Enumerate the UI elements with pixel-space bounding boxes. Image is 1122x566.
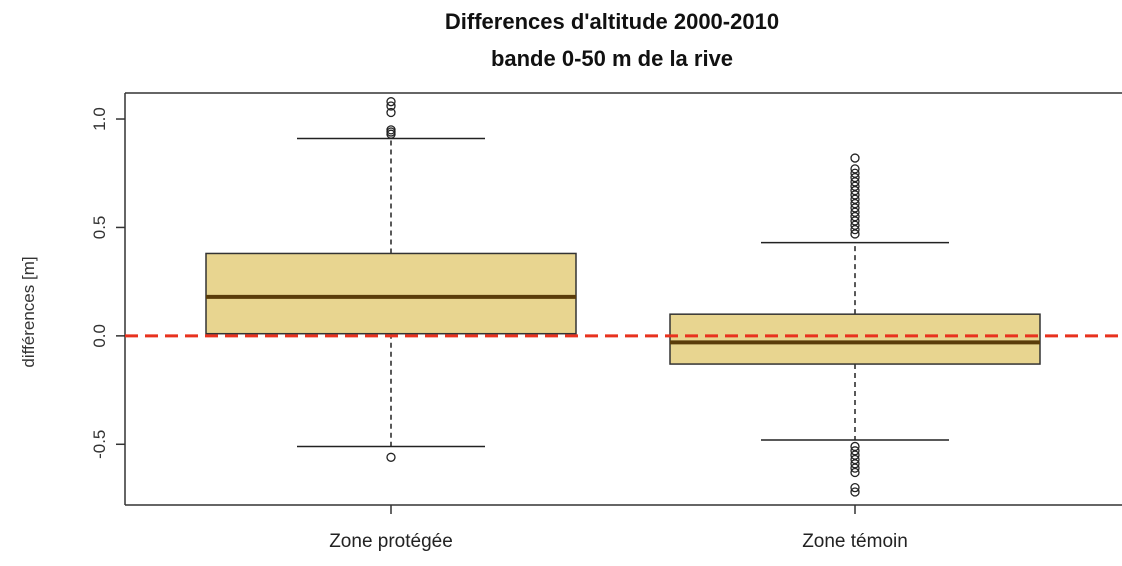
outlier-point [850, 168, 860, 178]
outlier-point [850, 185, 860, 196]
outlier-point [850, 454, 860, 465]
outlier-point [850, 450, 860, 460]
outlier-point [850, 483, 860, 493]
outlier-point [850, 216, 860, 226]
outlier-point [850, 459, 860, 469]
outlier-point [850, 224, 860, 235]
outlier-point [386, 107, 396, 118]
outlier-point [850, 203, 860, 213]
outlier-point [850, 441, 860, 452]
outlier-point [850, 172, 860, 183]
plot-area: -0.5 0.0 0.5 1.0 Zone protégée Zone témoin [90, 92, 1122, 552]
outlier-point [386, 101, 396, 111]
outlier-point [850, 198, 860, 209]
box-iqr [669, 313, 1041, 365]
y-tick-label: -0.5 [90, 430, 109, 459]
outlier-point [850, 463, 860, 473]
outlier-point [850, 229, 860, 239]
outlier-point [386, 129, 396, 139]
outlier-point [850, 181, 860, 191]
y-tick-label: 0.5 [90, 216, 109, 240]
outlier-point [850, 194, 860, 204]
y-tick-label: 1.0 [90, 107, 109, 131]
outlier-point [850, 190, 860, 200]
y-tick-label: 0.0 [90, 324, 109, 348]
y-axis-label: différences [m] [19, 256, 38, 367]
outlier-point [386, 452, 396, 462]
chart-title: Differences d'altitude 2000-2010 [445, 9, 779, 34]
outlier-point [850, 153, 860, 163]
outlier-point [850, 467, 860, 478]
outlier-point [850, 487, 860, 497]
outlier-point [850, 220, 860, 230]
outlier-point [850, 211, 860, 222]
outlier-point [850, 446, 860, 456]
outlier-point [850, 207, 860, 217]
outlier-point [850, 177, 860, 187]
x-category-label: Zone protégée [329, 531, 453, 552]
outlier-point [850, 164, 860, 174]
chart-subtitle: bande 0-50 m de la rive [491, 46, 733, 71]
x-category-label: Zone témoin [802, 531, 908, 552]
outlier-point [386, 97, 396, 107]
box-iqr [205, 252, 577, 335]
